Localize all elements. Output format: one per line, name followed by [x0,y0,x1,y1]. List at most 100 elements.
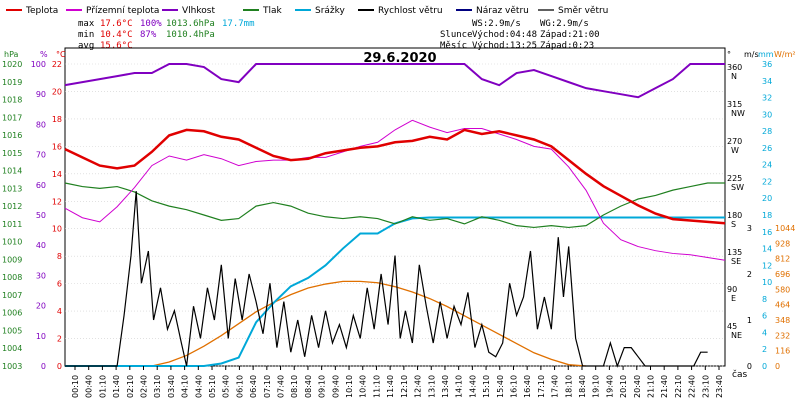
pct-tick-label: 90 [36,90,46,99]
mm-tick-label: 30 [762,110,772,119]
x-tick-label: 09:40 [331,375,340,398]
x-tick-label: 23:40 [715,375,724,398]
dir-tick-name: E [731,294,736,303]
dir-tick-name: SW [731,183,744,192]
x-tick-label: 02:40 [140,375,149,398]
temp-tick-label: 2 [57,335,62,344]
mm-tick-label: 36 [762,60,772,69]
hpa-tick-label: 1013 [2,184,22,193]
wm2-tick-label: 812 [775,255,790,264]
dir-tick-name: NE [731,331,742,340]
dir-tick-value: 360 [727,63,742,72]
stats-max-hum: 100% [140,19,162,29]
hpa-tick-label: 1008 [2,273,22,282]
moon-label: Měsíc [440,41,467,51]
mm-axis-unit: mm [758,50,774,59]
stats-max-temp: 17.6°C [100,19,133,29]
dir-tick-value: 45 [727,322,737,331]
x-tick-label: 03:10 [153,375,162,398]
pct-tick-label: 20 [36,302,46,311]
stats-max-press: 1013.6hPa [166,19,215,29]
x-tick-label: 17:10 [537,375,546,398]
temp-tick-label: 0 [57,362,62,371]
wm2-tick-label: 464 [775,301,790,310]
temp-tick-label: 18 [52,115,62,124]
dir-tick-value: 315 [727,100,742,109]
hpa-tick-label: 1019 [2,78,22,87]
stats-panel: max 17.6°C 100% 1013.6hPa 17.7mm min 10.… [78,19,255,51]
mm-tick-label: 2 [762,345,767,354]
legend: Teplota Přízemní teplota Vlhkost Tlak Srážky… [6,6,608,16]
plot-area [64,47,726,368]
temp-tick-label: 4 [57,307,62,316]
mm-tick-label: 10 [762,278,772,287]
x-tick-label: 23:10 [701,375,710,398]
pressure-line [64,182,725,229]
x-tick-label: 12:10 [400,375,409,398]
stats-min-label: min [78,30,94,40]
legend-label: Tlak [262,6,283,16]
x-tick-label: 12:40 [414,375,423,398]
pct-tick-label: 60 [36,181,46,190]
x-tick-label: 13:40 [441,375,450,398]
hpa-tick-label: 1018 [2,96,22,105]
temp-tick-label: 16 [52,142,62,151]
wm2-tick-label: 696 [775,270,790,279]
stats-avg-label: avg [78,41,94,51]
axes: hPa1003100410051006100710081009101010111… [2,50,796,398]
mm-tick-label: 0 [762,362,767,371]
hpa-tick-label: 1007 [2,291,22,300]
mm-tick-label: 14 [762,245,772,254]
mm-tick-label: 4 [762,328,767,337]
x-tick-label: 16:10 [509,375,518,398]
x-tick-label: 04:40 [194,375,203,398]
x-tick-label: 21:10 [646,375,655,398]
dir-tick-name: S [731,220,736,229]
ms-tick-label: 2 [747,270,752,279]
dir-tick-name: NW [731,109,745,118]
hpa-tick-label: 1012 [2,202,22,211]
dir-tick-name: W [731,146,739,155]
mm-tick-label: 12 [762,261,772,270]
x-tick-label: 01:40 [112,375,121,398]
dir-tick-value: 225 [727,174,742,183]
sun-label: Slunce [440,30,473,40]
temp-tick-label: 12 [52,197,62,206]
hpa-tick-label: 1010 [2,238,22,247]
x-tick-label: 11:40 [386,375,395,398]
legend-label: Náraz větru [476,6,529,16]
wm2-tick-label: 348 [775,316,790,325]
ms-tick-label: 3 [747,224,752,233]
wind-sun-moon-info: WS:2.9m/s WG:2.9m/s Slunce Východ:04:48 … [440,19,600,51]
temp-tick-label: 22 [52,60,62,69]
mm-tick-label: 22 [762,177,772,186]
x-tick-label: 14:40 [468,375,477,398]
dir-tick-name: N [731,72,737,81]
hpa-axis-unit: hPa [4,50,19,59]
wm2-tick-label: 580 [775,285,790,294]
mm-tick-label: 8 [762,295,767,304]
x-tick-label: 06:40 [249,375,258,398]
sun-set: Západ:21:00 [540,30,600,40]
x-tick-label: 04:10 [181,375,190,398]
pct-tick-label: 80 [36,120,46,129]
dir-axis-unit: ° [727,50,731,59]
x-tick-label: 19:40 [605,375,614,398]
mm-tick-label: 34 [762,77,772,86]
x-tick-label: 14:10 [455,375,464,398]
pct-tick-label: 30 [36,271,46,280]
x-tick-label: 02:10 [126,375,135,398]
x-tick-label: 20:40 [633,375,642,398]
wind-gust-info: WG:2.9m/s [540,19,589,29]
stats-min-temp: 10.4°C [100,30,133,40]
x-tick-label: 20:10 [619,375,628,398]
legend-label: Přízemní teplota [86,6,159,16]
pct-tick-label: 100 [31,60,46,69]
x-tick-label: 05:10 [208,375,217,398]
dir-tick-value: 180 [727,211,742,220]
stats-max-rain: 17.7mm [222,19,255,29]
pct-tick-label: 10 [36,332,46,341]
stats-min-hum: 87% [140,30,157,40]
ms-tick-label: 0 [747,362,752,371]
